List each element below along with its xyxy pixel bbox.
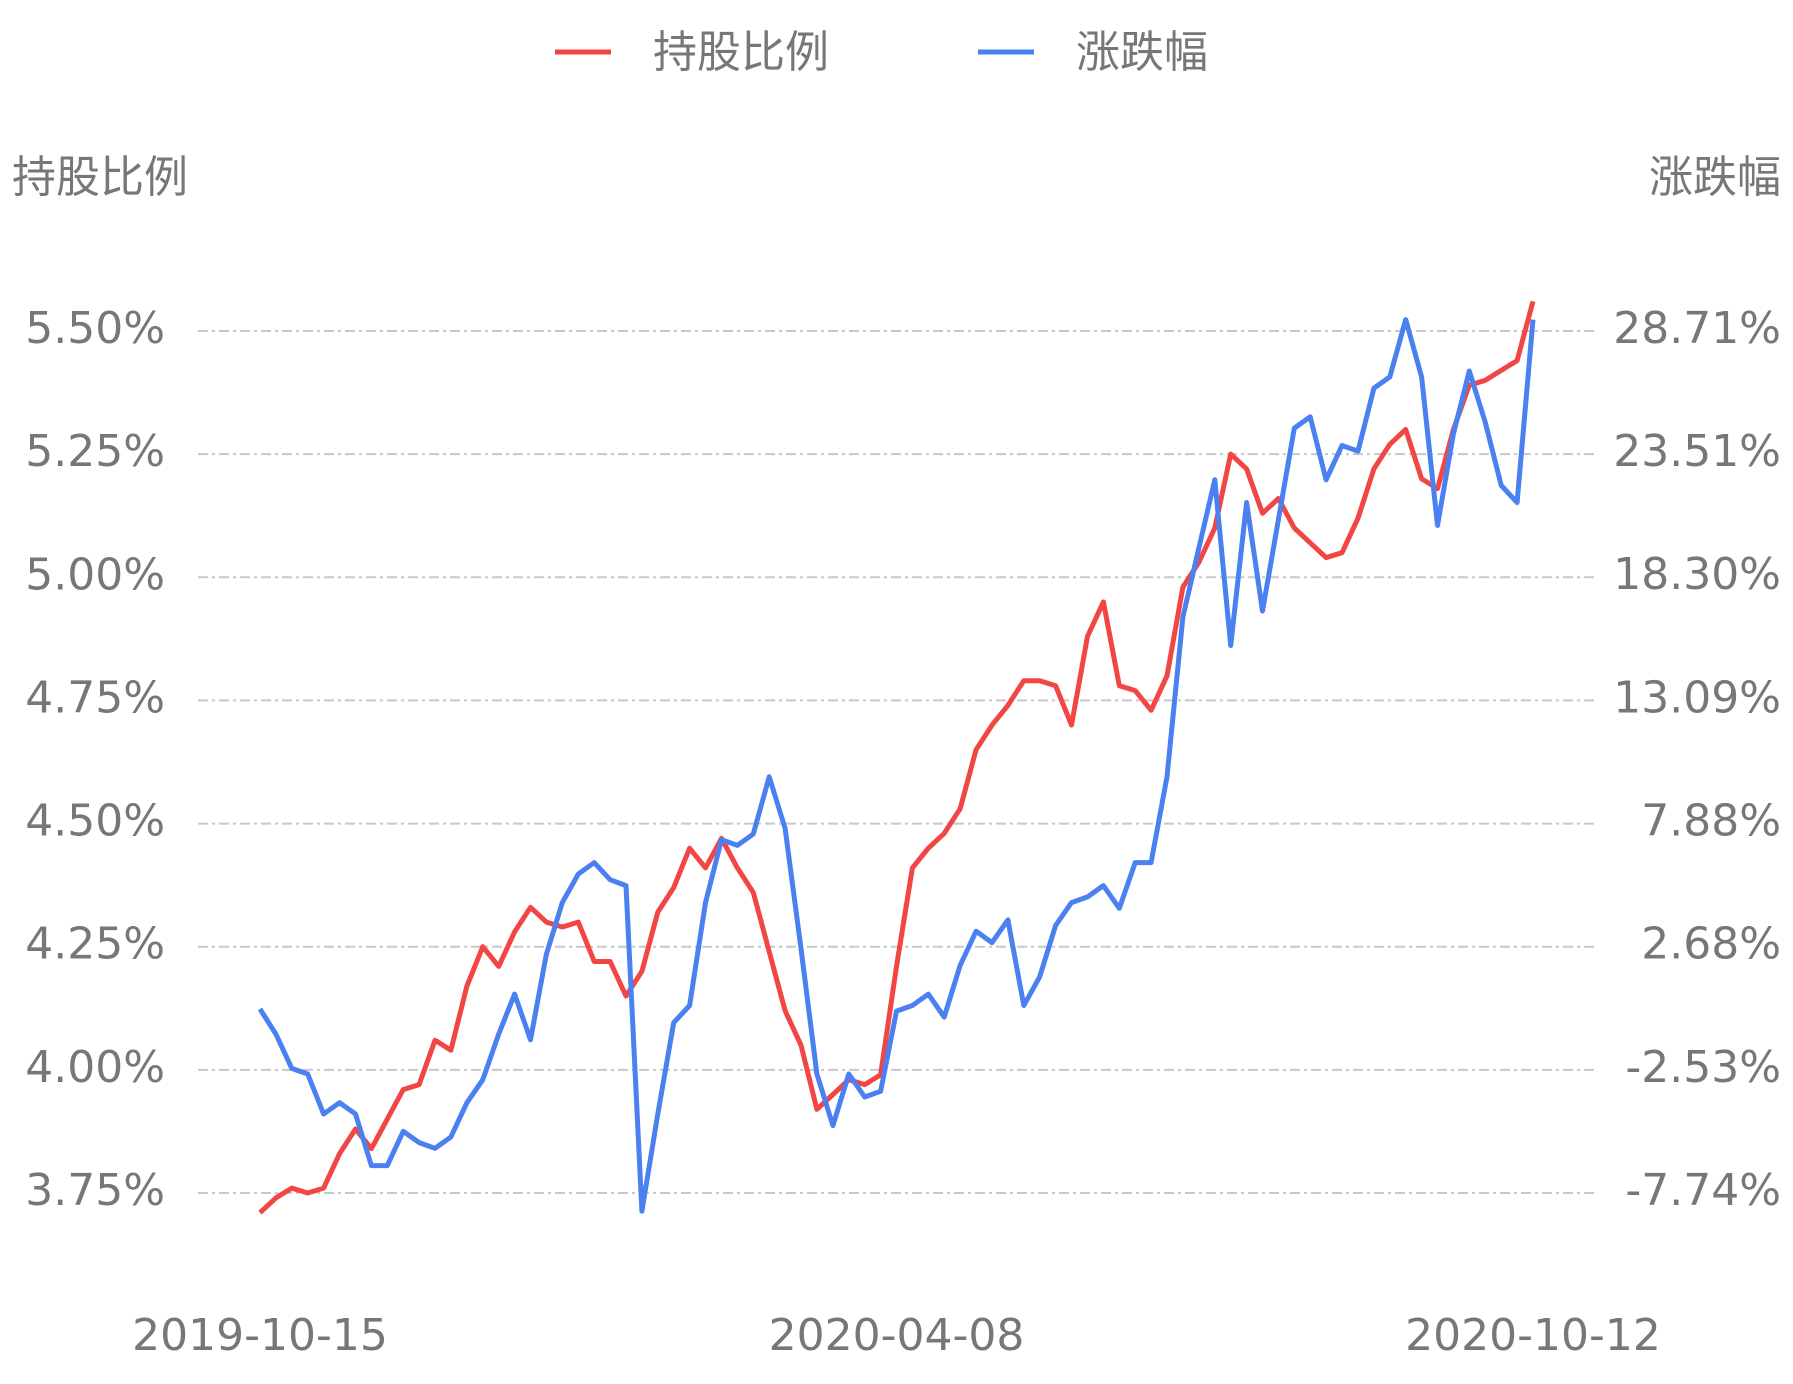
y2-tick-label: 7.88% [1641, 796, 1781, 847]
y2-tick-label: 23.51% [1613, 426, 1781, 477]
line-series [258, 300, 1536, 1215]
legend-label: 持股比例 [653, 27, 829, 78]
y-tick-label: 5.00% [25, 549, 165, 600]
y2-tick-label: 2.68% [1641, 919, 1781, 970]
y-tick-label: 5.50% [25, 303, 165, 354]
y-tick-label: 4.75% [25, 672, 165, 723]
y-tick-label: 5.25% [25, 426, 165, 477]
y2-tick-label: 13.09% [1613, 672, 1781, 723]
x-tick-label: 2020-04-08 [769, 1310, 1025, 1361]
y2-axis-title: 涨跌幅 [1649, 152, 1781, 203]
y2-tick-label: 28.71% [1613, 303, 1781, 354]
y2-tick-label: -2.53% [1625, 1042, 1781, 1093]
y-tick-label: 4.25% [25, 919, 165, 970]
y2-tick-label: -7.74% [1625, 1165, 1781, 1216]
x-tick-label: 2020-10-12 [1405, 1310, 1661, 1361]
line-series [257, 317, 1536, 1214]
y-axis-title: 持股比例 [12, 152, 188, 203]
y-tick-label: 4.50% [25, 796, 165, 847]
y2-tick-label: 18.30% [1613, 549, 1781, 600]
x-tick-label: 2019-10-15 [132, 1310, 388, 1361]
y-tick-label: 3.75% [25, 1165, 165, 1216]
legend-label: 涨跌幅 [1076, 27, 1208, 78]
y-tick-label: 4.00% [25, 1042, 165, 1093]
